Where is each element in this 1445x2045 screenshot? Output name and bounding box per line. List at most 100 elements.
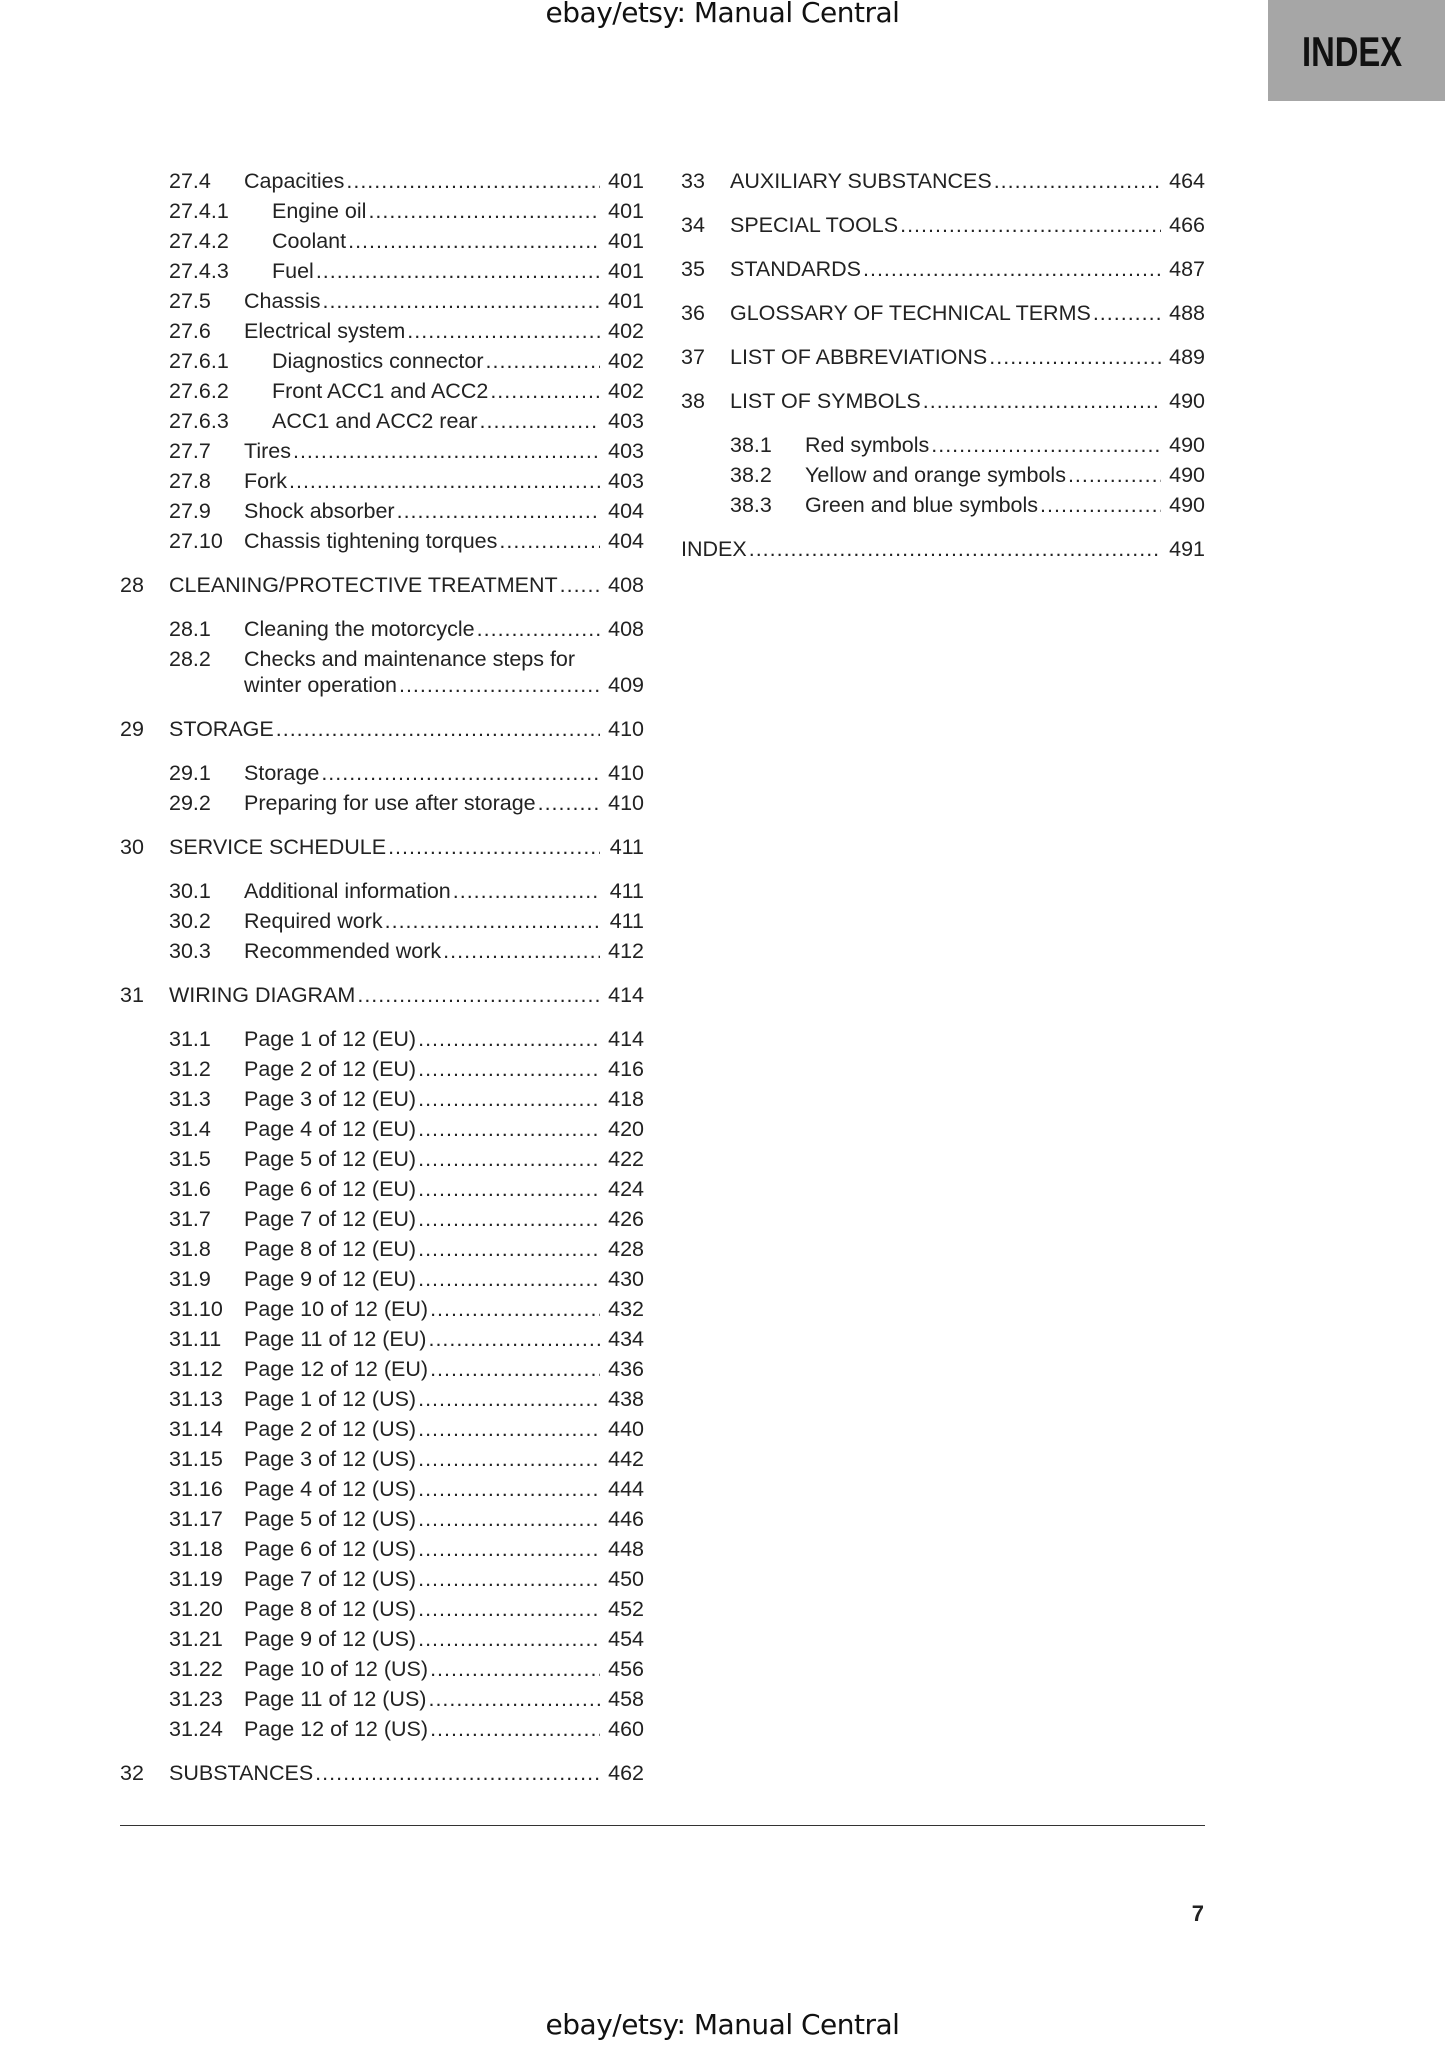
toc-entry-section[interactable]: 31.17 Page 5 of 12 (US) 446: [120, 1504, 644, 1534]
toc-entry-section[interactable]: 27.4 Capacities 401: [120, 166, 644, 196]
dot-leader: [418, 1624, 600, 1654]
toc-entry-section[interactable]: 31.22 Page 10 of 12 (US) 456: [120, 1654, 644, 1684]
toc-entry-subsection[interactable]: 27.4.3 Fuel 401: [120, 256, 644, 286]
toc-entry-section[interactable]: 27.8 Fork 403: [120, 466, 644, 496]
toc-entry-number: 37: [681, 345, 705, 369]
dot-leader: [490, 376, 600, 406]
dot-leader: [480, 406, 600, 436]
toc-entry-section[interactable]: 31.5 Page 5 of 12 (EU) 422: [120, 1144, 644, 1174]
toc-entry-section[interactable]: 31.21 Page 9 of 12 (US) 454: [120, 1624, 644, 1654]
toc-entry-chapter[interactable]: 30 SERVICE SCHEDULE 411: [120, 832, 644, 862]
toc-entry-section[interactable]: 31.6 Page 6 of 12 (EU) 424: [120, 1174, 644, 1204]
dot-leader: [418, 1054, 600, 1084]
index-tab: INDEX: [1268, 0, 1445, 101]
toc-entry-title: Page 5 of 12 (EU): [244, 1147, 417, 1171]
toc-entry-subsection[interactable]: 27.4.1 Engine oil 401: [120, 196, 644, 226]
toc-entry-chapter[interactable]: 31 WIRING DIAGRAM 414: [120, 980, 644, 1010]
toc-entry-page: 420: [608, 1117, 644, 1141]
toc-entry-section[interactable]: 31.12 Page 12 of 12 (EU) 436: [120, 1354, 644, 1384]
toc-entry-section[interactable]: 31.15 Page 3 of 12 (US) 442: [120, 1444, 644, 1474]
toc-entry-section[interactable]: 31.7 Page 7 of 12 (EU) 426: [120, 1204, 644, 1234]
toc-entry-title: Page 12 of 12 (EU): [244, 1357, 429, 1381]
toc-entry-number: 30.1: [169, 879, 211, 903]
toc-entry-section[interactable]: 31.10 Page 10 of 12 (EU) 432: [120, 1294, 644, 1324]
toc-entry-number: 27.9: [169, 499, 211, 523]
toc-entry-number: 28.2: [169, 647, 211, 671]
toc-entry-chapter[interactable]: 29 STORAGE 410: [120, 714, 644, 744]
toc-entry-number: 27.4.3: [169, 259, 229, 283]
toc-entry-section[interactable]: 27.9 Shock absorber 404: [120, 496, 644, 526]
toc-entry-chapter[interactable]: 33 AUXILIARY SUBSTANCES 464: [681, 166, 1205, 196]
toc-entry-chapter[interactable]: 38 LIST OF SYMBOLS 490: [681, 386, 1205, 416]
toc-entry-subsection[interactable]: 27.6.1 Diagnostics connector 402: [120, 346, 644, 376]
toc-entry-section[interactable]: 31.14 Page 2 of 12 (US) 440: [120, 1414, 644, 1444]
toc-entry-section[interactable]: 27.6 Electrical system 402: [120, 316, 644, 346]
toc-entry-section[interactable]: 31.4 Page 4 of 12 (EU) 420: [120, 1114, 644, 1144]
toc-entry-chapter[interactable]: 34 SPECIAL TOOLS 466: [681, 210, 1205, 240]
toc-entry-section[interactable]: 38.3 Green and blue symbols 490: [681, 490, 1205, 520]
toc-entry-section[interactable]: 31.19 Page 7 of 12 (US) 450: [120, 1564, 644, 1594]
toc-entry-chapter[interactable]: 36 GLOSSARY OF TECHNICAL TERMS 488: [681, 298, 1205, 328]
toc-entry-section[interactable]: 27.10 Chassis tightening torques 404: [120, 526, 644, 556]
toc-entry-page: 410: [608, 761, 644, 785]
toc-entry-number: 27.6.3: [169, 409, 229, 433]
toc-entry-page: 491: [1169, 537, 1205, 561]
toc-entry-section[interactable]: 31.24 Page 12 of 12 (US) 460: [120, 1714, 644, 1744]
toc-entry-section[interactable]: 27.5 Chassis 401: [120, 286, 644, 316]
toc-entry-section[interactable]: 29.2 Preparing for use after storage 410: [120, 788, 644, 818]
toc-entry-section[interactable]: 31.20 Page 8 of 12 (US) 452: [120, 1594, 644, 1624]
toc-entry-page: 424: [608, 1177, 644, 1201]
dot-leader: [863, 254, 1161, 284]
toc-entry-number: 29.2: [169, 791, 211, 815]
toc-entry-section[interactable]: 31.16 Page 4 of 12 (US) 444: [120, 1474, 644, 1504]
toc-entry-page: 401: [608, 289, 644, 313]
toc-entry-title: Preparing for use after storage: [244, 791, 536, 815]
toc-entry-section[interactable]: 31.1 Page 1 of 12 (EU) 414: [120, 1024, 644, 1054]
toc-entry-page: 426: [608, 1207, 644, 1231]
toc-entry-number: 29: [120, 717, 144, 741]
toc-entry-section[interactable]: 30.1 Additional information 411: [120, 876, 644, 906]
toc-entry-subsection[interactable]: 27.6.2 Front ACC1 and ACC2 402: [120, 376, 644, 406]
dot-leader: [321, 758, 600, 788]
toc-entry-section[interactable]: 30.3 Recommended work 412: [120, 936, 644, 966]
toc-entry-title: SUBSTANCES: [169, 1761, 314, 1785]
toc-entry-title-continued: winter operation: [244, 673, 397, 697]
toc-entry-section[interactable]: 28.1 Cleaning the motorcycle 408: [120, 614, 644, 644]
toc-entry-number: 31.16: [169, 1477, 223, 1501]
toc-entry-page: 458: [608, 1687, 644, 1711]
toc-entry-section[interactable]: 31.2 Page 2 of 12 (EU) 416: [120, 1054, 644, 1084]
toc-entry-section[interactable]: 31.11 Page 11 of 12 (EU) 434: [120, 1324, 644, 1354]
toc-entry-title: Page 9 of 12 (US): [244, 1627, 417, 1651]
toc-entry-section[interactable]: 31.8 Page 8 of 12 (EU) 428: [120, 1234, 644, 1264]
toc-entry-section[interactable]: 27.7 Tires 403: [120, 436, 644, 466]
toc-entry-chapter[interactable]: 32 SUBSTANCES 462: [120, 1758, 644, 1788]
toc-entry-section[interactable]: 28.2 Checks and maintenance steps for wint…: [120, 644, 644, 700]
toc-entry-section[interactable]: 31.18 Page 6 of 12 (US) 448: [120, 1534, 644, 1564]
toc-entry-page: 460: [608, 1717, 644, 1741]
toc-entry-page: 416: [608, 1057, 644, 1081]
toc-entry-chapter[interactable]: INDEX 491: [681, 534, 1205, 564]
toc-entry-section[interactable]: 38.2 Yellow and orange symbols 490: [681, 460, 1205, 490]
toc-entry-section[interactable]: 31.23 Page 11 of 12 (US) 458: [120, 1684, 644, 1714]
toc-entry-chapter[interactable]: 37 LIST OF ABBREVIATIONS 489: [681, 342, 1205, 372]
toc-entry-page: 404: [608, 529, 644, 553]
toc-entry-number: 31.21: [169, 1627, 223, 1651]
toc-entry-chapter[interactable]: 35 STANDARDS 487: [681, 254, 1205, 284]
toc-entry-section[interactable]: 31.13 Page 1 of 12 (US) 438: [120, 1384, 644, 1414]
toc-entry-page: 434: [608, 1327, 644, 1351]
toc-entry-section[interactable]: 30.2 Required work 411: [120, 906, 644, 936]
toc-entry-page: 411: [609, 879, 644, 903]
toc-entry-title: Page 9 of 12 (EU): [244, 1267, 417, 1291]
toc-entry-section[interactable]: 38.1 Red symbols 490: [681, 430, 1205, 460]
toc-entry-title: Electrical system: [244, 319, 406, 343]
toc-entry-number: 31.11: [169, 1327, 222, 1351]
toc-entry-chapter[interactable]: 28 CLEANING/PROTECTIVE TREATMENT 408: [120, 570, 644, 600]
dot-leader: [368, 196, 600, 226]
toc-entry-section[interactable]: 31.9 Page 9 of 12 (EU) 430: [120, 1264, 644, 1294]
toc-entry-subsection[interactable]: 27.6.3 ACC1 and ACC2 rear 403: [120, 406, 644, 436]
toc-entry-section[interactable]: 31.3 Page 3 of 12 (EU) 418: [120, 1084, 644, 1114]
toc-entry-subsection[interactable]: 27.4.2 Coolant 401: [120, 226, 644, 256]
toc-entry-section[interactable]: 29.1 Storage 410: [120, 758, 644, 788]
dot-leader: [1068, 460, 1161, 490]
dot-leader: [316, 256, 600, 286]
